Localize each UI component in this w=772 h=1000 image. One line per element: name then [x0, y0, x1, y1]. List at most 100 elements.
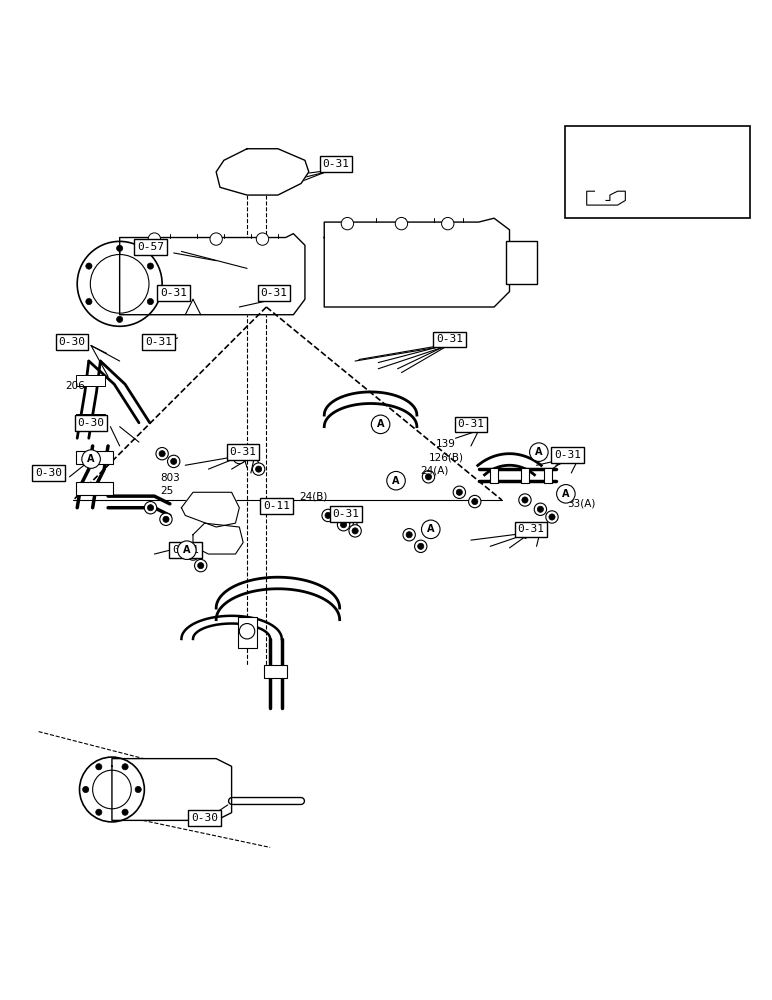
- Circle shape: [233, 451, 245, 464]
- Circle shape: [530, 443, 548, 461]
- Circle shape: [571, 137, 590, 156]
- FancyBboxPatch shape: [264, 665, 287, 678]
- Text: 0-31: 0-31: [436, 334, 462, 344]
- Circle shape: [96, 809, 102, 815]
- FancyBboxPatch shape: [76, 414, 105, 424]
- Circle shape: [80, 757, 144, 822]
- Circle shape: [349, 525, 361, 537]
- Circle shape: [352, 528, 358, 534]
- Polygon shape: [120, 234, 305, 315]
- Circle shape: [117, 316, 123, 322]
- Circle shape: [522, 497, 528, 503]
- Circle shape: [86, 299, 92, 305]
- FancyBboxPatch shape: [490, 468, 498, 483]
- Circle shape: [557, 485, 575, 503]
- FancyBboxPatch shape: [506, 241, 537, 284]
- Text: 139: 139: [436, 439, 456, 449]
- Circle shape: [83, 786, 89, 793]
- Circle shape: [406, 532, 412, 538]
- FancyBboxPatch shape: [76, 375, 105, 386]
- Circle shape: [469, 495, 481, 508]
- Circle shape: [210, 233, 222, 245]
- Circle shape: [77, 241, 162, 326]
- Circle shape: [122, 764, 128, 770]
- Text: A: A: [535, 447, 543, 457]
- Text: 0-57: 0-57: [137, 242, 164, 252]
- Circle shape: [325, 512, 331, 519]
- Circle shape: [236, 454, 242, 461]
- Circle shape: [341, 217, 354, 230]
- Text: 24(B): 24(B): [300, 491, 328, 501]
- FancyBboxPatch shape: [544, 468, 552, 483]
- Circle shape: [122, 809, 128, 815]
- Circle shape: [148, 233, 161, 245]
- Text: 33(A): 33(A): [567, 499, 596, 509]
- Circle shape: [256, 233, 269, 245]
- Text: 0-31: 0-31: [172, 545, 198, 555]
- Circle shape: [144, 502, 157, 514]
- Text: 0-30: 0-30: [59, 337, 85, 347]
- Text: 206: 206: [66, 381, 86, 391]
- Circle shape: [159, 451, 165, 457]
- Polygon shape: [181, 492, 239, 527]
- Text: A: A: [562, 489, 570, 499]
- Text: 0-31: 0-31: [647, 154, 673, 164]
- Text: 0-31: 0-31: [518, 524, 544, 534]
- Circle shape: [403, 529, 415, 541]
- Circle shape: [160, 513, 172, 525]
- Circle shape: [190, 551, 196, 557]
- Circle shape: [168, 455, 180, 468]
- Text: 126(B): 126(B): [428, 453, 463, 463]
- FancyBboxPatch shape: [76, 451, 113, 464]
- Text: 25: 25: [161, 486, 174, 496]
- Circle shape: [387, 471, 405, 490]
- Text: 0-31: 0-31: [323, 159, 349, 169]
- Circle shape: [519, 494, 531, 506]
- Text: 0-30: 0-30: [78, 418, 104, 428]
- Text: 0-31: 0-31: [333, 509, 359, 519]
- Circle shape: [546, 511, 558, 523]
- Text: 0-31: 0-31: [554, 450, 581, 460]
- Circle shape: [90, 255, 149, 313]
- Circle shape: [82, 450, 100, 468]
- Text: A: A: [87, 454, 95, 464]
- Polygon shape: [193, 523, 243, 554]
- Circle shape: [422, 471, 435, 483]
- Text: 0-31: 0-31: [161, 288, 187, 298]
- Circle shape: [147, 263, 154, 269]
- Text: 0-30: 0-30: [191, 813, 218, 823]
- Circle shape: [456, 489, 462, 495]
- Circle shape: [147, 299, 154, 305]
- Circle shape: [198, 563, 204, 569]
- FancyBboxPatch shape: [565, 126, 750, 218]
- Polygon shape: [112, 759, 232, 820]
- Circle shape: [442, 217, 454, 230]
- FancyBboxPatch shape: [76, 482, 113, 495]
- Text: A: A: [427, 524, 435, 534]
- Circle shape: [117, 245, 123, 251]
- Text: A: A: [392, 476, 400, 486]
- Text: 0-30: 0-30: [647, 186, 673, 196]
- Circle shape: [340, 522, 347, 528]
- Text: 0-30: 0-30: [36, 468, 62, 478]
- Circle shape: [337, 519, 350, 531]
- Text: 0-31: 0-31: [458, 419, 484, 429]
- Text: 0-31: 0-31: [230, 447, 256, 457]
- Circle shape: [163, 516, 169, 522]
- Text: 0-31: 0-31: [261, 288, 287, 298]
- Circle shape: [93, 770, 131, 809]
- Circle shape: [135, 786, 141, 793]
- Polygon shape: [324, 218, 510, 307]
- Circle shape: [86, 263, 92, 269]
- Circle shape: [178, 541, 196, 559]
- Text: A: A: [577, 141, 584, 151]
- Circle shape: [256, 466, 262, 472]
- Circle shape: [239, 624, 255, 639]
- Circle shape: [422, 520, 440, 539]
- Circle shape: [195, 559, 207, 572]
- Polygon shape: [587, 191, 625, 205]
- Circle shape: [549, 514, 555, 520]
- Circle shape: [156, 448, 168, 460]
- Circle shape: [187, 548, 199, 560]
- Circle shape: [96, 764, 102, 770]
